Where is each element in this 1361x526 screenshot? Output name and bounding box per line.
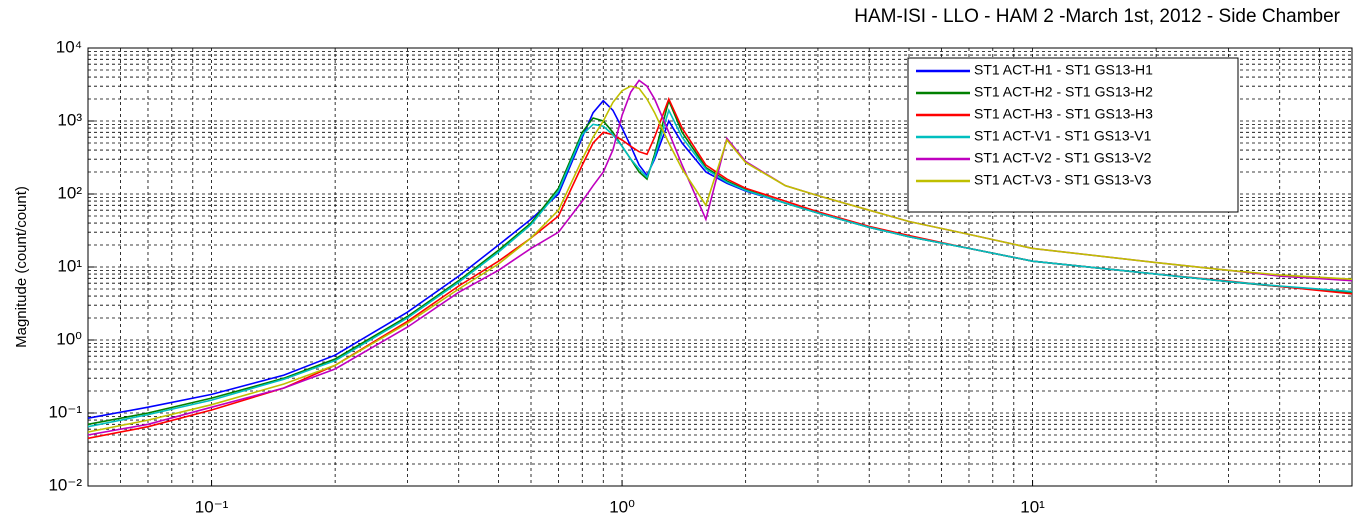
series-line	[87, 108, 1353, 428]
y-tick-label: 10¹	[57, 256, 82, 275]
legend-label: ST1 ACT-V1 - ST1 GS13-V1	[974, 128, 1152, 144]
chart-title: HAM-ISI - LLO - HAM 2 -March 1st, 2012 -…	[854, 6, 1340, 27]
plot-frame	[87, 47, 1353, 487]
x-tick-label: 10⁻¹	[195, 497, 229, 516]
legend-box	[907, 57, 1239, 213]
y-tick-label: 10⁴	[56, 37, 82, 56]
legend-label: ST1 ACT-V3 - ST1 GS13-V3	[974, 172, 1152, 188]
y-axis-label: Magnitude (count/count)	[13, 186, 30, 348]
legend-label: ST1 ACT-H2 - ST1 GS13-H2	[974, 84, 1153, 100]
y-tick-label: 10⁻²	[48, 475, 82, 494]
x-tick-label: 10⁰	[609, 497, 635, 516]
y-tick-label: 10²	[57, 183, 82, 202]
series-line	[87, 85, 1353, 433]
legend-label: ST1 ACT-H3 - ST1 GS13-H3	[974, 106, 1153, 122]
y-tick-label: 10⁰	[56, 329, 82, 348]
x-tick-label: 10¹	[1020, 497, 1045, 516]
legend-label: ST1 ACT-V2 - ST1 GS13-V2	[974, 150, 1152, 166]
legend-label: ST1 ACT-H1 - ST1 GS13-H1	[974, 62, 1153, 78]
y-tick-label: 10³	[57, 110, 82, 129]
y-tick-label: 10⁻¹	[48, 402, 82, 421]
